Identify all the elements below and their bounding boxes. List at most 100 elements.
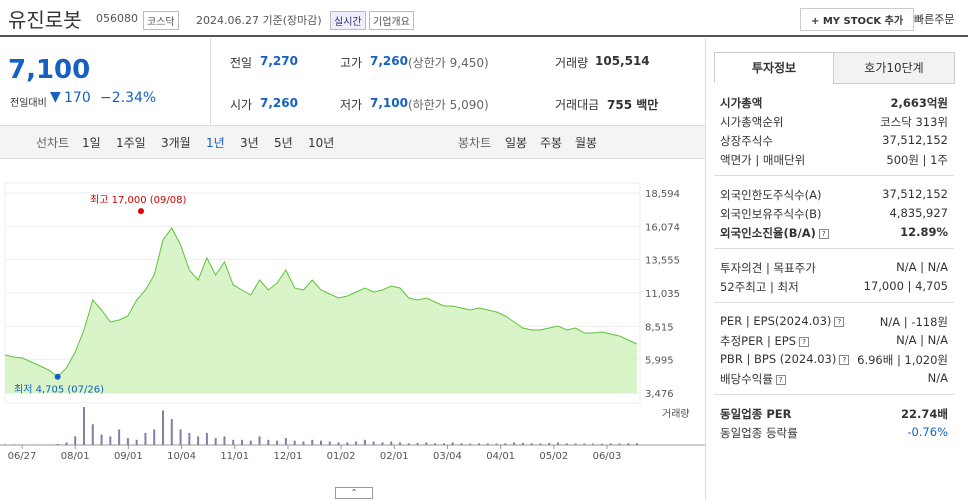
- collapse-button[interactable]: ⌃: [335, 487, 373, 499]
- y-tick-label: 8,515: [645, 322, 674, 333]
- help-icon: ?: [834, 316, 845, 327]
- volume-bar: [355, 441, 358, 445]
- divider: [210, 38, 211, 126]
- info-row: PER | EPS(2024.03)? N/A | -118원: [720, 314, 948, 333]
- y-tick-label: 16,074: [645, 222, 680, 233]
- summary-value: 7,270: [260, 54, 298, 68]
- info-value: 6.96배 | 1,020원: [857, 353, 948, 367]
- info-label: 투자의견 | 목표주가: [720, 261, 816, 275]
- volume-bar: [91, 424, 94, 445]
- info-value: N/A: [927, 371, 948, 385]
- x-tick-label: 11/01: [220, 451, 249, 462]
- volume-bar: [30, 444, 33, 445]
- low-marker: [54, 373, 61, 380]
- info-label: 외국인보유주식수(B): [720, 207, 822, 221]
- info-value: -0.76%: [907, 425, 948, 439]
- info-tab[interactable]: 호가10단계: [833, 52, 955, 84]
- x-tick-label: 05/02: [539, 451, 568, 462]
- volume-bar: [311, 439, 314, 445]
- high-label: 최고 17,000 (09/08): [90, 194, 186, 206]
- volume-bar: [135, 439, 138, 445]
- info-label: 동일업종 등락률: [720, 426, 798, 440]
- volume-bar: [109, 436, 112, 445]
- info-tab-active[interactable]: 투자정보: [714, 52, 834, 83]
- volume-bar: [600, 443, 603, 445]
- info-row: 동일업종 등락률 -0.76%: [720, 425, 948, 444]
- info-row: 상장주식수 37,512,152: [720, 133, 948, 152]
- volume-bar: [162, 410, 164, 445]
- info-label: PBR | BPS (2024.03): [720, 352, 837, 366]
- my-stock-button[interactable]: + MY STOCK 추가: [800, 8, 915, 31]
- period-tab[interactable]: 1년: [206, 136, 225, 150]
- x-tick-label: 06/03: [593, 451, 622, 462]
- volume-bar: [442, 443, 445, 445]
- summary-label: 거래대금: [555, 98, 600, 112]
- quick-order[interactable]: 빠른주문: [914, 13, 955, 26]
- info-label: 외국인한도주식수(A): [720, 188, 822, 202]
- current-price: 7,100: [8, 55, 91, 85]
- volume-bar: [12, 444, 15, 445]
- period-tab[interactable]: 일봉: [505, 136, 528, 150]
- company-info[interactable]: 기업개요: [369, 11, 414, 30]
- info-row: 배당수익률? N/A: [720, 371, 948, 390]
- x-tick-label: 01/02: [327, 451, 356, 462]
- divider: [714, 175, 954, 176]
- volume-bar: [337, 442, 340, 445]
- period-tab[interactable]: 1주일: [116, 136, 146, 150]
- stock-code: 056080: [96, 12, 138, 25]
- volume-bar: [513, 442, 516, 445]
- volume-bar: [609, 443, 612, 445]
- volume-bar: [478, 443, 480, 445]
- volume-bar: [4, 444, 6, 445]
- volume-bar: [548, 442, 551, 445]
- x-tick-label: 10/04: [167, 451, 196, 462]
- info-row: 동일업종 PER 22.74배: [720, 406, 948, 425]
- info-value: N/A | -118원: [879, 315, 948, 329]
- volume-bar: [346, 442, 349, 445]
- divider: [705, 38, 706, 500]
- period-tab[interactable]: 5년: [274, 136, 293, 150]
- realtime-badge[interactable]: 실시간: [330, 11, 366, 30]
- summary-label: 저가: [340, 98, 363, 112]
- volume-bar: [293, 440, 296, 445]
- volume-bar: [320, 440, 322, 445]
- volume-bar: [486, 443, 489, 445]
- volume-bar: [126, 438, 129, 445]
- period-tab[interactable]: 월봉: [575, 136, 598, 150]
- info-row: 투자의견 | 목표주가 N/A | N/A: [720, 260, 948, 279]
- period-tab[interactable]: 주봉: [540, 136, 563, 150]
- volume-bar: [504, 443, 507, 445]
- period-tab[interactable]: 10년: [308, 136, 335, 150]
- period-tab[interactable]: 1일: [82, 136, 101, 150]
- divider: [714, 302, 954, 303]
- x-tick-label: 04/01: [486, 451, 515, 462]
- info-value: 37,512,152: [882, 187, 948, 201]
- tab-bar: [0, 125, 705, 159]
- volume-label: 거래량: [662, 408, 690, 420]
- volume-bar: [390, 441, 393, 445]
- y-tick-label: 3,476: [645, 389, 674, 400]
- help-icon: ?: [839, 354, 850, 365]
- period-tab[interactable]: 3년: [240, 136, 259, 150]
- info-label: 시가총액순위: [720, 115, 784, 129]
- info-row: 52주최고 | 최저 17,000 | 4,705: [720, 279, 948, 298]
- info-row: 외국인소진율(B/A)? 12.89%: [720, 225, 948, 244]
- volume-bar: [232, 439, 235, 445]
- info-value: 4,835,927: [889, 206, 948, 220]
- info-value: 12.89%: [900, 225, 948, 239]
- summary-label: 고가: [340, 56, 363, 70]
- info-value: 22.74배: [901, 407, 948, 421]
- volume-bar: [539, 443, 542, 445]
- info-label: 상장주식수: [720, 134, 773, 148]
- volume-bar: [381, 442, 384, 445]
- info-value: N/A | N/A: [896, 260, 948, 274]
- volume-bar: [179, 429, 182, 445]
- period-tab[interactable]: 3개월: [161, 136, 191, 150]
- volume-bar: [21, 444, 24, 445]
- volume-bar: [302, 441, 305, 445]
- volume-bar: [118, 429, 121, 445]
- volume-bar: [197, 436, 200, 445]
- divider: [0, 35, 968, 37]
- info-row: 외국인보유주식수(B) 4,835,927: [720, 206, 948, 225]
